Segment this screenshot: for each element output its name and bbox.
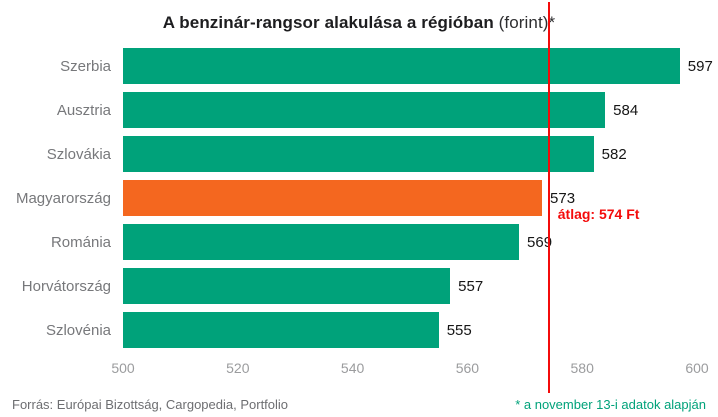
bar-track: 569 (123, 224, 697, 260)
bar-row: Horvátország 557 (0, 264, 697, 308)
average-label: átlag: 574 Ft (557, 206, 640, 222)
bar (123, 312, 439, 348)
bar-row: Románia 569 (0, 220, 697, 264)
value-label: 557 (458, 277, 484, 295)
x-tick-label: 560 (455, 360, 480, 376)
bar-highlight (123, 180, 543, 216)
bar (123, 268, 451, 304)
value-label: 597 (687, 57, 713, 75)
chart-footer: Forrás: Európai Bizottság, Cargopedia, P… (12, 397, 706, 412)
x-tick-label: 540 (340, 360, 365, 376)
bar-track: 573 (123, 180, 697, 216)
chart-title-main: A benzinár-rangsor alakulása a régióban (162, 13, 494, 32)
category-label: Szlovénia (45, 321, 111, 339)
value-label: 582 (601, 145, 627, 163)
value-label: 584 (613, 101, 639, 119)
bar (123, 224, 520, 260)
x-tick-label: 600 (685, 360, 709, 376)
bar-track: 584 (123, 92, 697, 128)
x-tick-label: 500 (111, 360, 135, 376)
bar-row: Szlovákia 582 (0, 132, 697, 176)
category-label: Ausztria (56, 101, 111, 119)
bar (123, 48, 680, 84)
x-tick-label: 520 (226, 360, 250, 376)
category-label: Szlovákia (46, 145, 111, 163)
category-label: Szerbia (60, 57, 111, 75)
bar-track: 557 (123, 268, 697, 304)
value-label: 555 (446, 321, 472, 339)
value-label: 573 (550, 189, 576, 207)
bar (123, 92, 606, 128)
bar (123, 136, 594, 172)
value-label: 569 (527, 233, 553, 251)
bar-track: 582 (123, 136, 697, 172)
category-label: Horvátország (21, 277, 111, 295)
source-note: Forrás: Európai Bizottság, Cargopedia, P… (12, 397, 289, 412)
bar-track: 597 (123, 48, 713, 84)
x-tick-label: 580 (570, 360, 594, 376)
category-label: Románia (50, 233, 111, 251)
chart-title: A benzinár-rangsor alakulása a régióban … (0, 13, 718, 33)
bar-row: Szerbia 597 (0, 44, 713, 88)
average-line (547, 2, 550, 393)
bar-row: Magyarország 573 (0, 176, 697, 220)
bar-track: 555 (123, 312, 697, 348)
bar-rows: Szerbia 597 Ausztria 584 Szlovákia 582 Magyaro… (0, 44, 713, 352)
category-label: Magyarország (15, 189, 111, 207)
chart-title-suffix: (forint)* (493, 13, 556, 32)
footnote: * a november 13-i adatok alapján (515, 397, 706, 412)
bar-row: Ausztria 584 (0, 88, 697, 132)
x-axis: 500 520 540 560 580 600 (111, 360, 708, 378)
bar-row: Szlovénia 555 (0, 308, 697, 352)
